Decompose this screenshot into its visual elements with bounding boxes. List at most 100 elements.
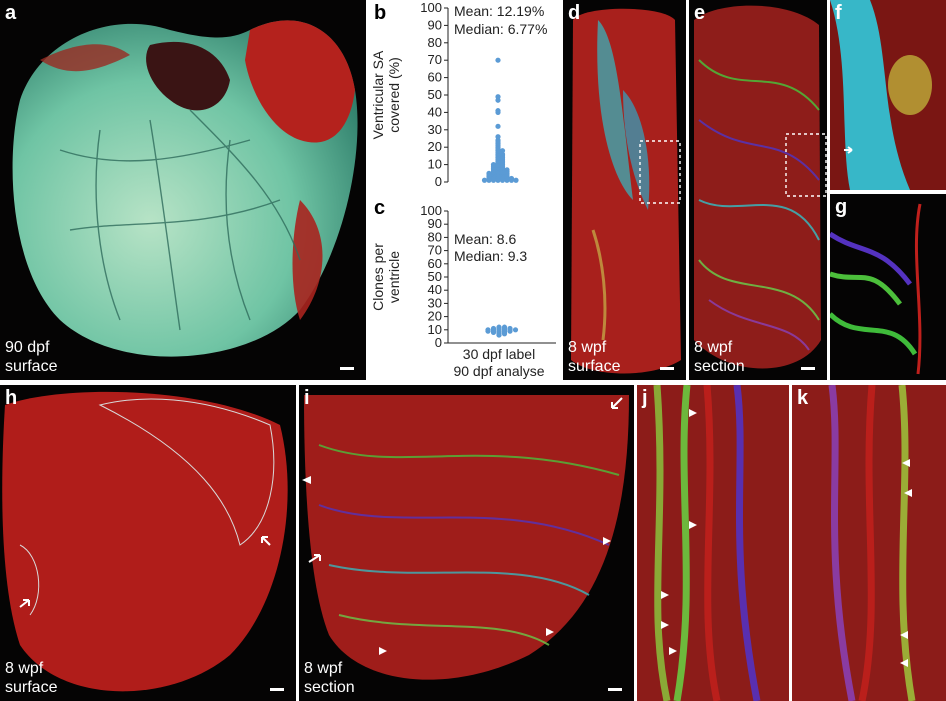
y-tick-label: 0 [435,174,442,189]
data-point [504,177,510,183]
y-tick-label: 70 [428,52,442,67]
caption-e-line1: 8 wpf [694,339,733,356]
caption-h-line1: 8 wpf [5,660,44,677]
data-point [495,57,501,63]
heart-surface-h [2,391,288,692]
data-point [485,328,491,334]
y-tick-label: 80 [428,229,442,244]
panel-label-k: k [797,387,809,409]
panel-j-image: j [637,385,789,701]
zoom-f [830,0,946,190]
y-tick-label: 0 [435,335,442,350]
data-point [496,332,502,338]
data-point [495,177,501,183]
chart-c-median: Median: 9.3 [454,248,528,264]
panel-i-image: i 8 wpf section [299,385,634,701]
y-tick-label: 80 [428,35,442,50]
panel-caption-a: 90 dpf surface [5,338,57,376]
chart-c-mean: Mean: 8.6 [454,231,517,247]
panel-label-h: h [5,387,18,409]
panel-f-image: f [830,0,946,190]
data-point [481,177,488,183]
y-axis-label: Clones perventricle [370,243,402,311]
y-tick-label: 90 [428,216,442,231]
data-point [486,177,492,183]
panel-label-i: i [304,387,310,409]
y-tick-label: 100 [420,0,442,15]
caption-i-line2: section [304,679,355,696]
data-point [499,177,506,183]
heart-surface-d [571,8,681,374]
heart-section-e [694,5,827,369]
y-tick-label: 100 [420,203,442,218]
panel-label-e: e [694,2,706,24]
data-point [495,109,501,115]
panel-label-b: b [374,2,387,24]
y-tick-label: 50 [428,87,442,102]
caption-d-line2: surface [568,358,621,375]
data-point [507,328,513,334]
scale-bar [801,367,815,370]
panel-caption-d: 8 wpf surface [568,338,620,376]
heart-surface-a [12,20,358,357]
panel-label-g: g [835,196,848,218]
y-tick-label: 20 [428,139,442,154]
caption-a-line2: surface [5,358,58,375]
y-tick-label: 40 [428,104,442,119]
y-tick-label: 70 [428,243,442,258]
x-axis-label: 90 dpf analyse [453,363,544,379]
scale-bar [608,688,622,691]
panel-c-chart: c 0 10 20 30 40 50 60 70 80 90 100 Clones perventri… [366,195,562,385]
data-point [490,329,497,336]
scale-bar [270,688,284,691]
chart-b-svg: 0 10 20 30 40 50 60 70 80 90 100 Ventricular SAcove… [370,0,519,189]
y-tick-label: 10 [428,322,442,337]
caption-e-line2: section [694,358,745,375]
scale-bar [340,367,354,370]
y-tick-label: 60 [428,70,442,85]
data-point [513,177,519,183]
y-tick-label: 30 [428,122,442,137]
data-point [495,97,501,103]
heart-section-i [302,395,629,680]
zoom-k [792,385,946,701]
panel-label-j: j [642,387,648,409]
panel-label-f: f [835,2,842,24]
chart-b-mean: Mean: 12.19% [454,3,545,19]
x-axis-label: 30 dpf label [463,346,535,362]
data-point [501,331,508,337]
caption-i-line1: 8 wpf [304,660,343,677]
chart-b-median: Median: 6.77% [454,21,548,37]
panel-d-image: d 8 wpf surface [563,0,686,380]
data-point [512,327,519,333]
data-point [508,177,515,183]
y-tick-label: 40 [428,282,442,297]
y-tick-label: 50 [428,269,442,284]
data-point [490,177,497,183]
panel-e-image: e 8 wpf section [689,0,827,380]
panel-label-a: a [5,2,17,24]
caption-h-line2: surface [5,679,58,696]
caption-d-line1: 8 wpf [568,339,607,356]
panel-label-c: c [374,197,386,219]
y-tick-label: 30 [428,295,442,310]
y-tick-label: 60 [428,256,442,271]
scale-bar [660,367,674,370]
panel-h-image: h 8 wpf surface [0,385,296,701]
zoom-j [637,385,789,701]
caption-a-line1: 90 dpf [5,339,50,356]
panel-a-image: a 90 dpf surface [0,0,366,380]
y-tick-label: 90 [428,17,442,32]
y-tick-label: 10 [428,157,442,172]
zoom-g [830,203,922,375]
panel-label-d: d [568,2,581,24]
y-tick-label: 20 [428,309,442,324]
panel-b-chart: b 0 10 20 30 40 50 60 70 80 90 100 Ventricular SAco… [366,0,562,192]
y-axis-label: Ventricular SAcovered (%) [370,50,402,139]
panel-caption-i: 8 wpf section [304,659,355,697]
panel-g-image: g [830,194,946,380]
panel-caption-h: 8 wpf surface [5,659,57,697]
panel-k-image: k [792,385,946,701]
data-point [495,123,501,129]
